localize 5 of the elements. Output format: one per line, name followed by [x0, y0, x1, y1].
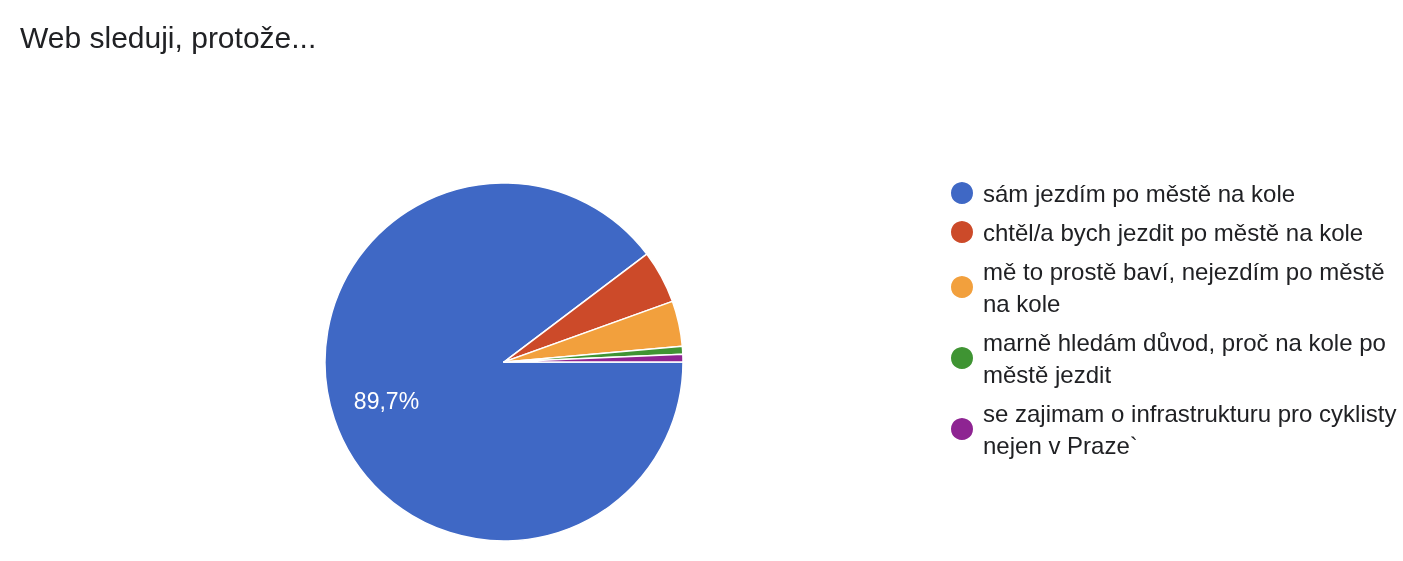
legend-label: sám jezdím po městě na kole	[983, 179, 1296, 207]
legend-label: chtěl/a bych jezdit po městě na kole	[983, 218, 1364, 246]
chart-title: Web sleduji, protože...	[20, 20, 317, 54]
data-label: 89,7%	[353, 388, 420, 415]
legend-label: se zajimam o infrastrukturu pro cyklisty nejen v Praze`	[983, 399, 1397, 459]
